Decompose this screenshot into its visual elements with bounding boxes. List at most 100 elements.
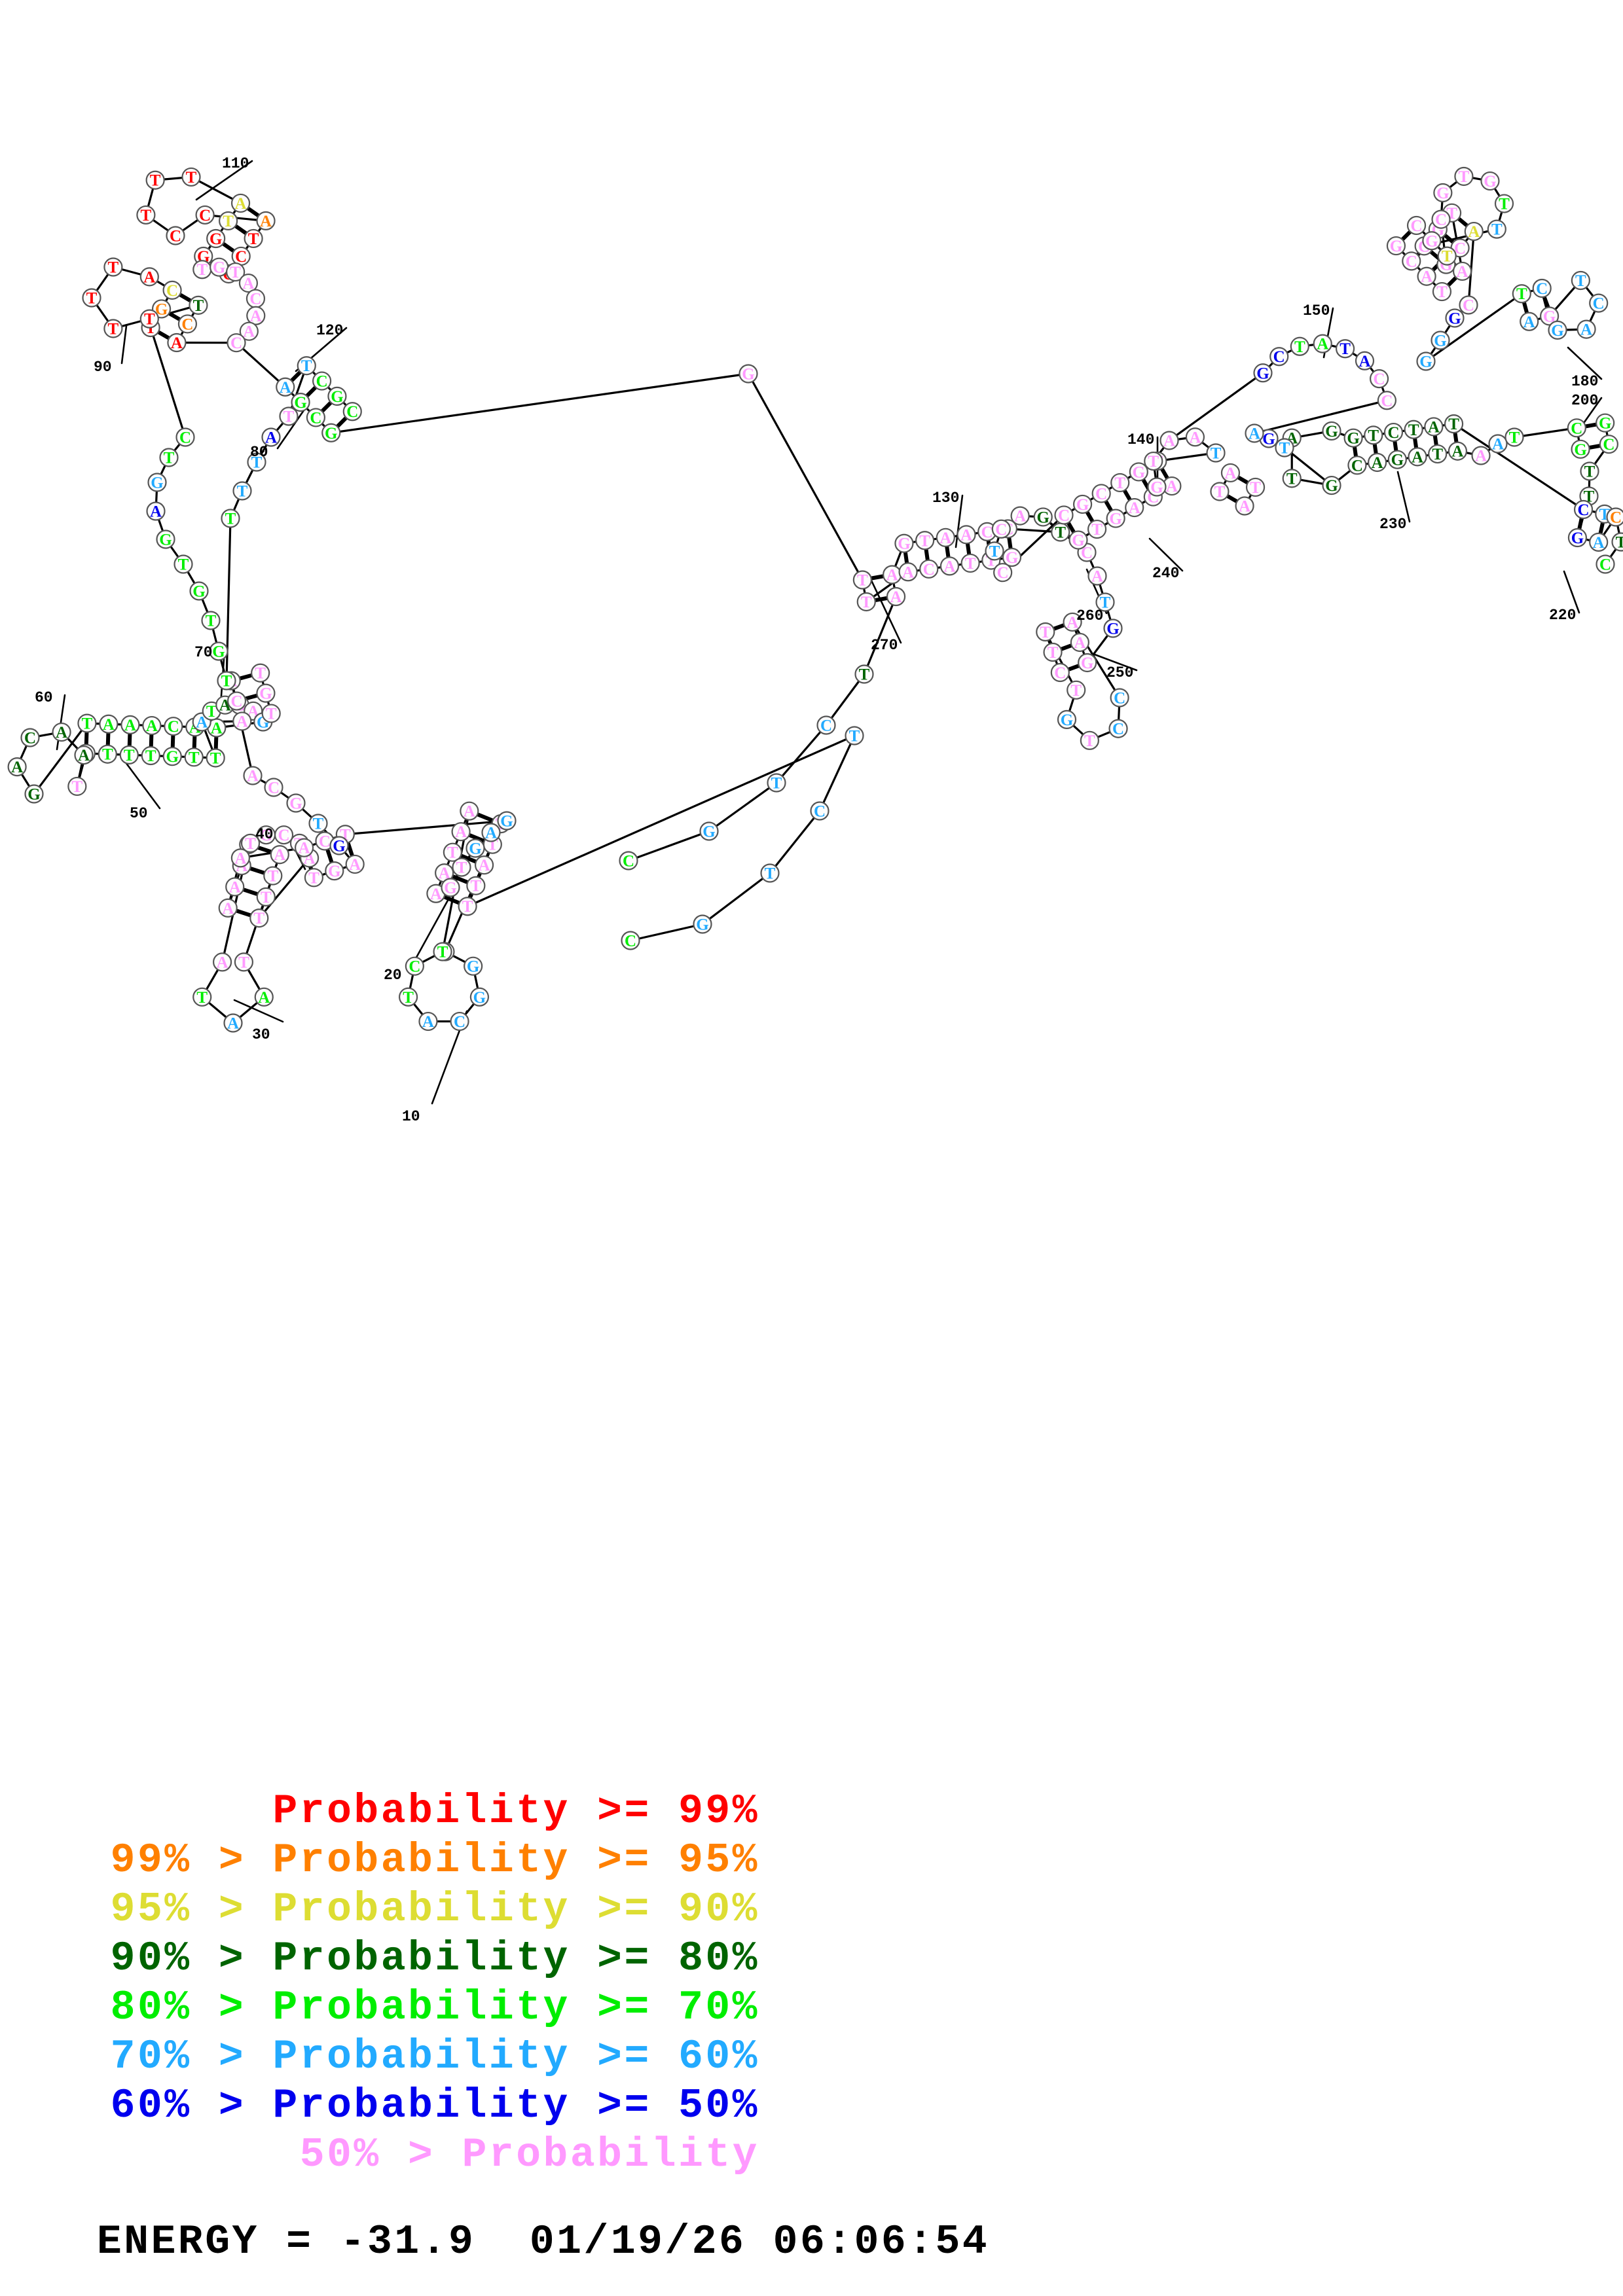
- position-label-30: 30: [252, 1026, 270, 1043]
- nucleotide-circle: [693, 914, 712, 934]
- nucleotide-circle: [1185, 427, 1205, 447]
- nucleotide-circle: [1369, 369, 1389, 389]
- nucleotide-circle: [1364, 425, 1383, 445]
- nucleotide: C: [227, 333, 246, 353]
- nucleotide-letter: T: [1070, 682, 1082, 700]
- backbone-segment: [708, 781, 778, 833]
- nucleotide: T: [82, 288, 101, 308]
- nucleotide-circle: [939, 556, 960, 576]
- nucleotide-letter: T: [102, 746, 113, 764]
- nucleotide-letter: T: [144, 311, 155, 329]
- nucleotide: A: [1471, 446, 1491, 465]
- nucleotide: G: [1445, 308, 1465, 328]
- nucleotide-letter: A: [250, 308, 262, 325]
- nucleotide: C: [312, 371, 332, 391]
- nucleotide: G: [1433, 183, 1453, 203]
- nucleotide-letter: G: [1391, 452, 1404, 469]
- legend-row-3: 90% > Probability >= 80%: [110, 1935, 759, 1982]
- nucleotide-letter: A: [1593, 534, 1605, 552]
- nucleotide: T: [308, 814, 328, 833]
- position-label-140: 140: [1127, 431, 1154, 448]
- nucleotide: A: [7, 757, 27, 777]
- nucleotide-circle: [103, 319, 123, 338]
- nucleotide: A: [230, 848, 250, 868]
- nucleotide-circle: [184, 747, 204, 767]
- nucleotide-circle: [249, 908, 269, 928]
- nucleotide: T: [1210, 482, 1230, 501]
- nucleotide-circle: [1043, 642, 1063, 662]
- nucleotide-circle: [1129, 462, 1148, 482]
- backbone-segment: [225, 517, 232, 682]
- nucleotide: A: [1488, 434, 1508, 454]
- nucleotide-letter: G: [467, 958, 479, 976]
- nucleotide: A: [232, 711, 252, 731]
- nucleotide: C: [1369, 369, 1389, 389]
- position-leader-lines: [56, 160, 1603, 1105]
- leader-line-200: [1580, 397, 1603, 428]
- nucleotide-circle: [1408, 447, 1427, 467]
- nucleotide-letter: T: [141, 207, 152, 224]
- nucleotide-circle: [1387, 450, 1407, 469]
- nucleotide-letter: G: [1436, 185, 1449, 202]
- nucleotide-letter: G: [155, 300, 168, 318]
- nucleotide-circle: [206, 228, 226, 249]
- nucleotide-circle: [225, 877, 245, 897]
- nucleotide-letter: T: [193, 297, 204, 315]
- nucleotide-circle: [221, 509, 240, 528]
- nucleotide-letter: A: [78, 747, 90, 764]
- nucleotide-circle: [52, 722, 71, 742]
- nucleotide: G: [1596, 413, 1615, 433]
- nucleotide: G: [210, 257, 229, 277]
- nucleotide-circle: [1520, 312, 1539, 331]
- nucleotide-letter: G: [328, 863, 340, 880]
- nucleotide-letter: C: [995, 521, 1007, 539]
- nucleotide-letter: T: [313, 816, 324, 833]
- nucleotide: A: [1087, 566, 1107, 586]
- nucleotide: G: [1129, 462, 1148, 482]
- nucleotide: G: [1431, 331, 1450, 350]
- nucleotide: G: [469, 987, 490, 1007]
- nucleotide: A: [1424, 417, 1444, 437]
- nucleotide-letter: G: [1434, 332, 1446, 350]
- nucleotide-circle: [67, 776, 87, 797]
- nucleotide-letter: T: [1408, 422, 1419, 439]
- nucleotide-letter: C: [454, 1013, 465, 1031]
- nucleotide: A: [426, 884, 446, 903]
- nucleotide-letter: T: [965, 555, 976, 573]
- nucleotide-letter: A: [56, 724, 67, 742]
- nucleotide: T: [240, 833, 261, 853]
- nucleotide-letter: C: [166, 282, 178, 300]
- nucleotide: C: [977, 522, 997, 541]
- nucleotide-letter: C: [1081, 545, 1093, 562]
- nucleotide: C: [231, 246, 251, 266]
- nucleotide: T: [1087, 519, 1107, 539]
- nucleotide-letter: G: [473, 989, 486, 1007]
- nucleotide-letter: A: [217, 954, 228, 971]
- nucleotide-circle: [1445, 308, 1465, 328]
- nucleotide-circle: [1433, 183, 1453, 203]
- nucleotide: T: [760, 863, 780, 883]
- nucleotide-circle: [270, 845, 289, 865]
- nucleotide: C: [1589, 293, 1609, 313]
- nucleotide-letter: C: [346, 403, 358, 421]
- nucleotide-letter: A: [247, 768, 259, 785]
- nucleotide-circle: [240, 833, 261, 853]
- nucleotide-circle: [24, 784, 44, 804]
- nucleotide-letter: T: [447, 844, 458, 862]
- nucleotide-circle: [1571, 439, 1590, 459]
- nucleotide-circle: [898, 562, 918, 582]
- nucleotide-circle: [1532, 278, 1552, 298]
- position-label-200: 200: [1571, 392, 1598, 409]
- nucleotide-circle: [192, 987, 212, 1007]
- nucleotide: A: [223, 1013, 243, 1033]
- nucleotide-circle: [1290, 336, 1309, 356]
- nucleotide-letter: A: [886, 567, 898, 584]
- nucleotide-circle: [226, 262, 246, 282]
- nucleotide-letter: C: [1536, 280, 1548, 298]
- nucleotide: A: [1313, 334, 1332, 353]
- nucleotide-letter: T: [238, 954, 249, 971]
- nucleotide-letter: T: [1584, 463, 1596, 481]
- nucleotide-circles: CGTCTTTATTAATAACGGCATCTGTGAGTTTAAAATTAAT…: [7, 166, 1623, 1033]
- backbone-segment: [1452, 423, 1585, 511]
- nucleotide-letter: C: [1599, 556, 1611, 574]
